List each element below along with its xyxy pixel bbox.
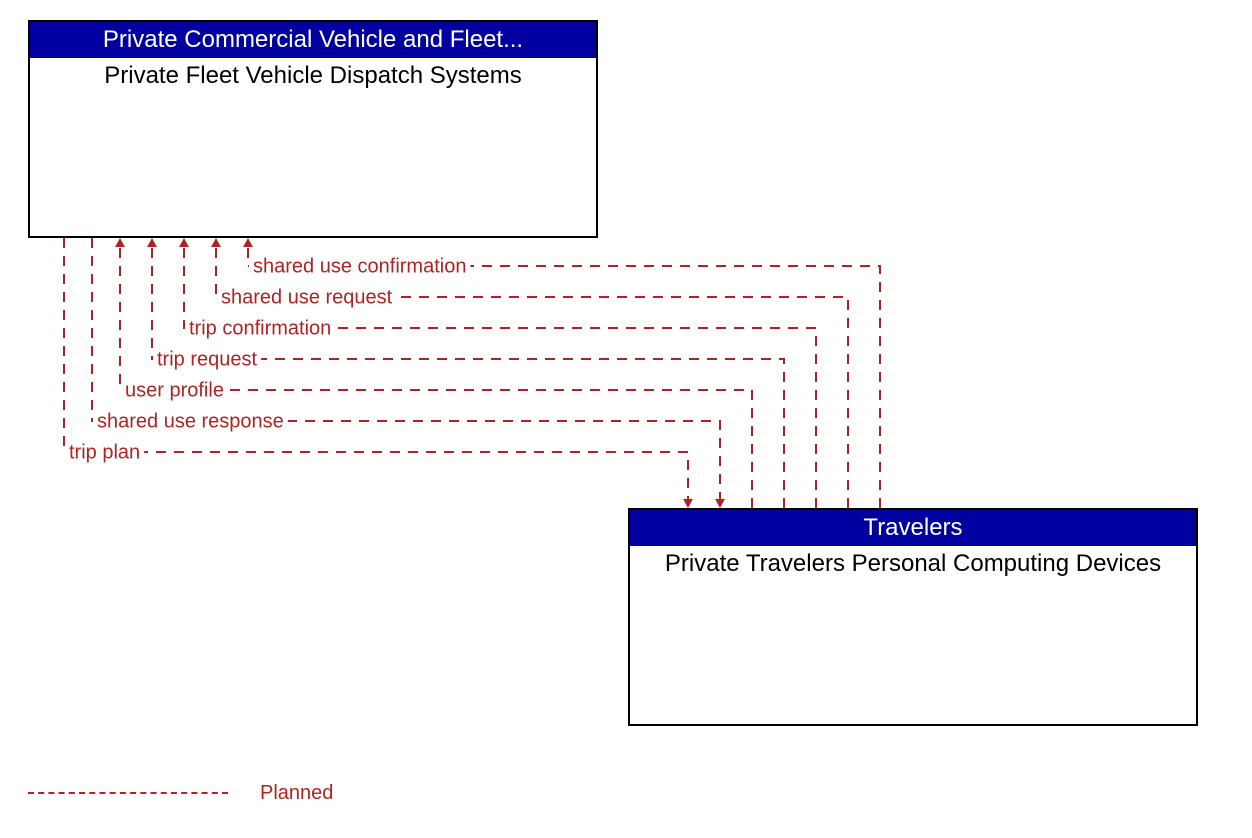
flow-arrowhead — [715, 499, 725, 508]
flow-label: shared use response — [97, 410, 284, 432]
flow-line — [64, 238, 688, 499]
flow-arrowhead — [179, 238, 189, 247]
flow-line — [152, 247, 784, 508]
flow-line — [92, 238, 720, 499]
legend-planned-label: Planned — [260, 782, 333, 805]
legend-planned-line — [28, 792, 228, 794]
flow-label: trip request — [157, 348, 257, 370]
flow-label: trip plan — [69, 441, 140, 463]
flow-arrowhead — [115, 238, 125, 247]
flow-label: shared use request — [221, 286, 393, 308]
node-dispatch-body: Private Fleet Vehicle Dispatch Systems — [30, 58, 596, 94]
flow-label-bg — [185, 316, 335, 340]
flow-label-bg — [249, 254, 470, 278]
node-travelers-header: Travelers — [630, 510, 1196, 546]
flow-label-bg — [121, 378, 228, 402]
flow-arrowhead — [243, 238, 253, 247]
flow-line — [120, 247, 752, 508]
flow-label: user profile — [125, 379, 224, 401]
flow-label-bg — [217, 285, 396, 309]
flow-arrowhead — [211, 238, 221, 247]
flow-line — [184, 247, 816, 508]
node-dispatch-header: Private Commercial Vehicle and Fleet... — [30, 22, 596, 58]
flow-label-bg — [153, 347, 261, 371]
flow-label-bg — [93, 409, 288, 433]
flow-label: trip confirmation — [189, 317, 331, 339]
flow-label-bg — [65, 440, 144, 464]
node-dispatch-systems: Private Commercial Vehicle and Fleet... … — [28, 20, 598, 238]
flow-arrowhead — [147, 238, 157, 247]
flow-line — [248, 247, 880, 508]
flow-label: shared use confirmation — [253, 255, 466, 277]
node-travelers-devices: Travelers Private Travelers Personal Com… — [628, 508, 1198, 726]
flow-arrowhead — [683, 499, 693, 508]
node-travelers-body: Private Travelers Personal Computing Dev… — [630, 546, 1196, 582]
flow-line — [216, 247, 848, 508]
